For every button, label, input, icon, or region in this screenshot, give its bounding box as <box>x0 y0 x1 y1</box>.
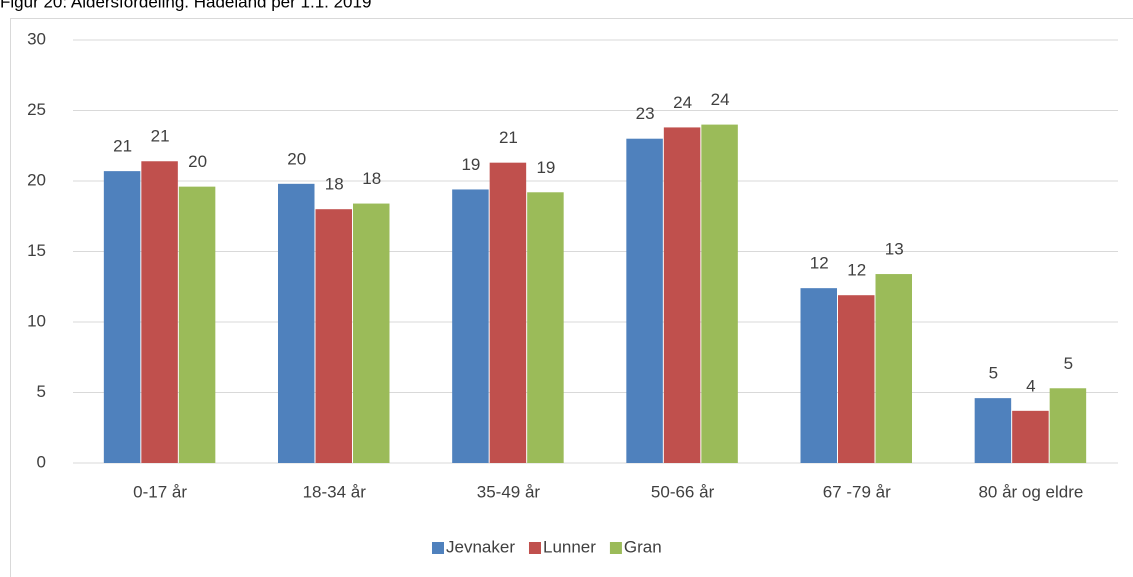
data-label: 21 <box>499 128 518 147</box>
data-label: 5 <box>1064 354 1073 373</box>
data-label: 18 <box>362 169 381 188</box>
data-label: 5 <box>989 364 998 383</box>
legend-swatch <box>609 542 622 554</box>
data-label: 12 <box>847 261 866 280</box>
data-label: 24 <box>673 93 692 112</box>
x-tick-label: 67 -79 år <box>823 482 891 501</box>
bar <box>626 138 663 463</box>
chart-frame <box>10 18 1133 577</box>
bar <box>663 127 701 464</box>
legend-label: Gran <box>624 537 662 556</box>
bar <box>178 186 216 463</box>
y-tick-label: 25 <box>27 100 46 119</box>
bar <box>1049 388 1087 463</box>
bar <box>315 209 352 463</box>
legend-swatch <box>528 542 541 554</box>
data-label: 21 <box>113 137 132 156</box>
bar <box>278 183 315 463</box>
bar <box>452 189 489 463</box>
bar <box>1012 410 1049 463</box>
y-tick-label: 15 <box>27 241 46 260</box>
data-label: 19 <box>461 155 480 174</box>
bar <box>838 295 875 463</box>
data-label: 20 <box>287 149 306 168</box>
legend-label: Jevnaker <box>446 537 515 556</box>
x-tick-label: 35-49 år <box>477 482 541 501</box>
bar <box>701 124 738 463</box>
x-tick-label: 18-34 år <box>303 482 367 501</box>
data-label: 12 <box>810 254 829 273</box>
data-label: 13 <box>885 240 904 259</box>
chart-title: Figur 20: Aldersfordeling. Hadeland per … <box>0 0 371 11</box>
y-tick-label: 5 <box>37 382 46 401</box>
data-label: 21 <box>151 127 170 146</box>
x-tick-label: 50-66 år <box>651 482 715 501</box>
bar <box>875 274 912 463</box>
data-label: 23 <box>636 104 655 123</box>
y-tick-label: 20 <box>27 170 46 189</box>
y-tick-label: 0 <box>37 452 46 471</box>
bar <box>103 171 141 463</box>
bar <box>800 288 837 463</box>
data-label: 4 <box>1026 376 1035 395</box>
bar <box>353 203 390 463</box>
bar <box>527 192 564 463</box>
x-tick-label: 80 år og eldre <box>978 482 1083 501</box>
bar <box>974 398 1012 463</box>
x-tick-label: 0-17 år <box>133 482 187 501</box>
bar <box>141 161 178 463</box>
data-label: 19 <box>536 158 555 177</box>
y-tick-label: 10 <box>27 311 46 330</box>
legend-swatch <box>432 542 444 554</box>
data-label: 18 <box>325 175 344 194</box>
data-label: 24 <box>711 90 730 109</box>
data-label: 20 <box>188 152 207 171</box>
legend-label: Lunner <box>543 537 596 556</box>
bar <box>489 162 527 464</box>
y-tick-label: 30 <box>27 29 46 48</box>
